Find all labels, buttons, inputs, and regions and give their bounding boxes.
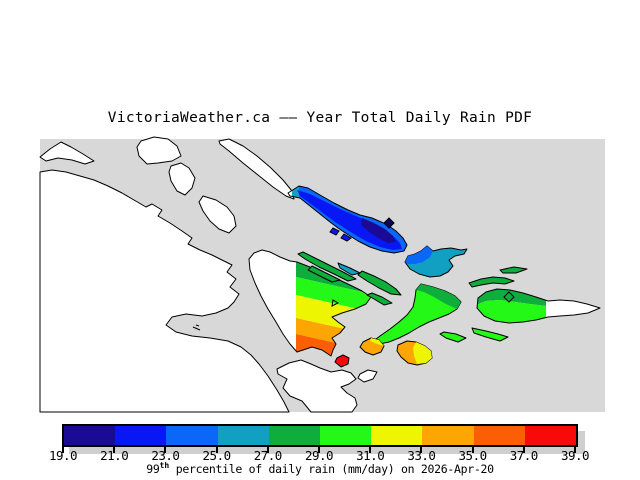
wallace-island	[297, 251, 357, 282]
portland-island-yellow-corner	[370, 338, 384, 346]
saturna-island-outline	[476, 288, 601, 324]
colorbar-segment-1	[115, 426, 167, 445]
sidney-spit-islet	[357, 369, 378, 383]
saanich-peninsula	[276, 359, 358, 413]
colorbar-segment-6	[371, 426, 423, 445]
colorbar-segments	[62, 424, 578, 447]
station-diamond-marker-galiano	[383, 217, 395, 229]
colorbar-segment-4	[268, 426, 321, 445]
colorbar-segment-2	[166, 426, 218, 445]
belle-chain-islets	[499, 266, 528, 274]
mayne-island-blue-band	[405, 246, 433, 264]
caption-superscript: th	[159, 461, 170, 470]
colorbar-caption: 99th percentile of daily rain (mm/day) o…	[0, 461, 640, 476]
thetis-island	[136, 136, 182, 165]
page-title: VictoriaWeather.ca —— Year Total Daily R…	[107, 110, 533, 126]
colorbar-segment-3	[217, 426, 269, 445]
colorbar-segment-5	[320, 426, 372, 445]
caption-prefix: 99	[146, 461, 160, 476]
red-islet	[334, 354, 350, 368]
south-pender-islet-2	[471, 327, 509, 342]
colorbar-segment-9	[524, 426, 577, 445]
saltspring-island-outline	[248, 249, 372, 357]
prevost-island-south	[366, 292, 393, 306]
station-diamond-marker-saturna	[503, 291, 515, 303]
teal-islet	[337, 262, 361, 276]
colorbar-segment-0	[64, 426, 116, 445]
penelakut-island	[168, 162, 196, 196]
blue-islet-2	[340, 233, 352, 242]
sidney-island-yellow-half	[413, 342, 432, 364]
galiano-island-outline	[287, 185, 408, 254]
valdes-island	[218, 138, 295, 200]
colorbar-segment-8	[473, 426, 525, 445]
pender-island-dark-band	[416, 284, 461, 309]
ladysmith-spit	[39, 141, 95, 165]
blue-islet-1	[329, 227, 340, 236]
colorbar-segment-7	[422, 426, 474, 445]
samuel-island	[468, 276, 515, 288]
south-pender-islet-1	[439, 331, 467, 343]
station-triangle-marker	[331, 299, 340, 307]
secretary-islands	[307, 265, 341, 283]
coast-bulge-island	[198, 195, 237, 234]
caption-rest: percentile of daily rain (mm/day) on 202…	[169, 461, 494, 476]
cowichan-bay-islets	[192, 324, 201, 331]
prevost-island	[357, 270, 402, 296]
vancouver-island-coast	[39, 169, 290, 413]
